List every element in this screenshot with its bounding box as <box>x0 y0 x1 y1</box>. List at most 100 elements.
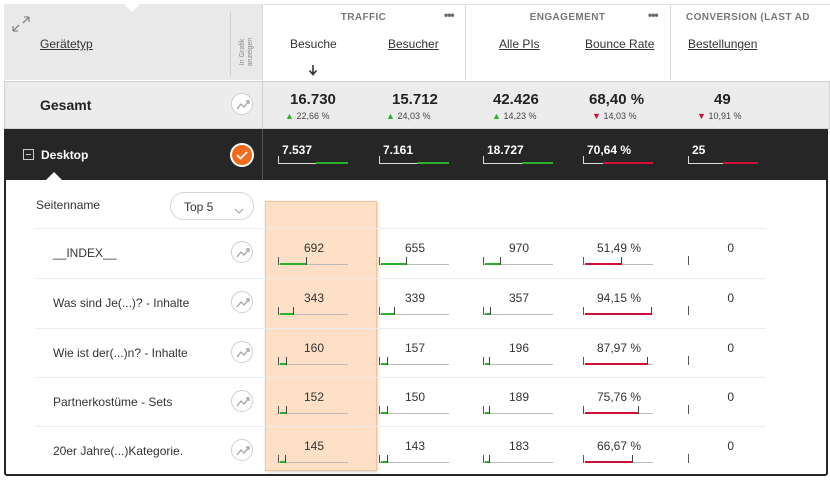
row-bounce-rate-value: 75,76 % <box>597 390 642 404</box>
row-visits-value: 145 <box>303 439 324 453</box>
expand-icon[interactable] <box>11 15 31 38</box>
row-orders-tick <box>688 356 689 365</box>
row-visitors-tick <box>379 406 380 414</box>
desktop-row-label[interactable]: Desktop <box>41 148 89 162</box>
desktop-bounce-rate-bar <box>603 162 653 164</box>
row-all-pis-baseline <box>483 413 553 414</box>
top-n-select-value: Top 5 <box>184 200 214 214</box>
row-visits-end-tick <box>285 455 286 463</box>
total-trend-icon[interactable] <box>231 93 253 115</box>
row-bounce-rate-end-tick <box>638 406 639 414</box>
page-row-label[interactable]: Was sind Je(...)? - Inhalte <box>53 296 190 310</box>
row-divider <box>36 278 766 279</box>
col-orders[interactable]: Bestellungen <box>688 37 758 51</box>
header-notch <box>124 4 140 12</box>
traffic-more-icon[interactable]: ••• <box>444 8 455 22</box>
row-visitors-bar <box>381 363 387 365</box>
row-visitors-end-tick <box>387 455 388 463</box>
row-visits-baseline <box>278 462 348 463</box>
row-bounce-rate-value: 66,67 % <box>597 439 642 453</box>
row-visitors-end-tick <box>387 406 388 414</box>
row-visitors-value: 143 <box>404 439 425 453</box>
row-visitors-value: 655 <box>404 241 425 255</box>
row-visits-baseline <box>278 314 348 315</box>
row-bounce-rate-end-tick <box>651 307 652 315</box>
total-orders: 49 <box>714 91 731 108</box>
row-all-pis-tick <box>483 257 484 265</box>
desktop-orders-value: 25 <box>692 143 706 157</box>
row-orders-tick <box>688 454 689 463</box>
row-visitors-baseline <box>379 314 449 315</box>
total-all-pis-delta: ▲ 14,23 % <box>492 111 537 121</box>
row-bounce-rate-value: 94,15 % <box>597 291 642 305</box>
row-trend-icon[interactable] <box>231 241 253 263</box>
group-traffic-label: TRAFFIC <box>340 12 387 23</box>
row-visitors-tick <box>379 307 380 315</box>
arrow-down-icon[interactable] <box>308 63 318 81</box>
device-type-column-header[interactable]: Gerätetyp <box>40 37 93 51</box>
total-orders-delta: ▼ 10,91 % <box>697 111 742 121</box>
col-all-pis[interactable]: Alle PIs <box>499 37 540 51</box>
row-orders-tick <box>688 256 689 265</box>
row-visitors-tick <box>379 455 380 463</box>
row-all-pis-end-tick <box>489 357 490 365</box>
row-visits-bar <box>280 313 293 315</box>
col-visitors[interactable]: Besucher <box>388 37 439 51</box>
row-visits-tick <box>278 406 279 414</box>
row-bounce-rate-bar <box>585 363 647 365</box>
row-visits-end-tick <box>293 307 294 315</box>
row-visitors-tick <box>379 257 380 265</box>
desktop-visitors-baseline <box>379 163 449 164</box>
row-trend-icon[interactable] <box>231 390 253 412</box>
total-visits: 16.730 <box>290 91 336 108</box>
page-row-label[interactable]: __INDEX__ <box>53 246 117 260</box>
row-bounce-rate-bar <box>585 263 621 265</box>
engagement-more-icon[interactable]: ••• <box>648 8 659 22</box>
graph-col-divider <box>230 12 231 76</box>
row-visits-bar <box>280 461 285 463</box>
row-bounce-rate-bar <box>585 461 632 463</box>
page-row-label[interactable]: Wie ist der(...)n? - Inhalte <box>53 346 188 360</box>
desktop-all-pis-bar <box>522 162 553 164</box>
desktop-row-notch <box>46 172 62 180</box>
row-visits-baseline <box>278 364 348 365</box>
row-all-pis-end-tick <box>489 455 490 463</box>
desktop-bounce-rate-tick <box>583 156 584 164</box>
top-n-select[interactable]: Top 5 <box>170 192 254 220</box>
row-trend-icon[interactable] <box>231 341 253 363</box>
row-all-pis-end-tick <box>500 257 501 265</box>
row-bounce-rate-end-tick <box>632 455 633 463</box>
row-trend-icon[interactable] <box>231 291 253 313</box>
show-in-chart-header: In Grafik anzeigen <box>239 37 254 67</box>
row-bounce-rate-bar <box>585 313 651 315</box>
row-bounce-rate-bar <box>585 412 638 414</box>
col-visits[interactable]: Besuche <box>290 37 337 51</box>
row-all-pis-baseline <box>483 314 553 315</box>
desktop-collapse-icon[interactable] <box>23 149 34 160</box>
row-bounce-rate-tick <box>583 357 584 365</box>
row-visitors-end-tick <box>387 357 388 365</box>
row-visits-baseline <box>278 413 348 414</box>
row-all-pis-value: 196 <box>508 341 529 355</box>
desktop-visits-bar <box>316 162 348 164</box>
desktop-row-bg <box>4 129 828 180</box>
row-visits-tick <box>278 257 279 265</box>
page-row-label[interactable]: Partnerkostüme - Sets <box>53 395 173 409</box>
row-visitors-baseline <box>379 413 449 414</box>
col-bounce-rate[interactable]: Bounce Rate <box>585 37 655 51</box>
desktop-all-pis-value: 18.727 <box>487 143 524 157</box>
page-row-label[interactable]: 20er Jahre(...)Kategorie. <box>53 444 184 458</box>
row-trend-icon[interactable] <box>231 439 253 461</box>
row-all-pis-end-tick <box>490 307 491 315</box>
desktop-visits-baseline <box>278 163 348 164</box>
row-bounce-rate-value: 51,49 % <box>597 241 642 255</box>
row-visitors-bar <box>381 461 387 463</box>
desktop-visits-value: 7.537 <box>282 143 313 157</box>
row-orders-value: 0 <box>727 341 734 355</box>
row-orders-value: 0 <box>727 291 734 305</box>
total-bounce-rate: 68,40 % <box>589 91 645 108</box>
row-visits-bar <box>280 412 286 414</box>
row-visits-end-tick <box>306 257 307 265</box>
row-visits-value: 692 <box>303 241 324 255</box>
desktop-chart-toggle[interactable] <box>230 143 254 167</box>
